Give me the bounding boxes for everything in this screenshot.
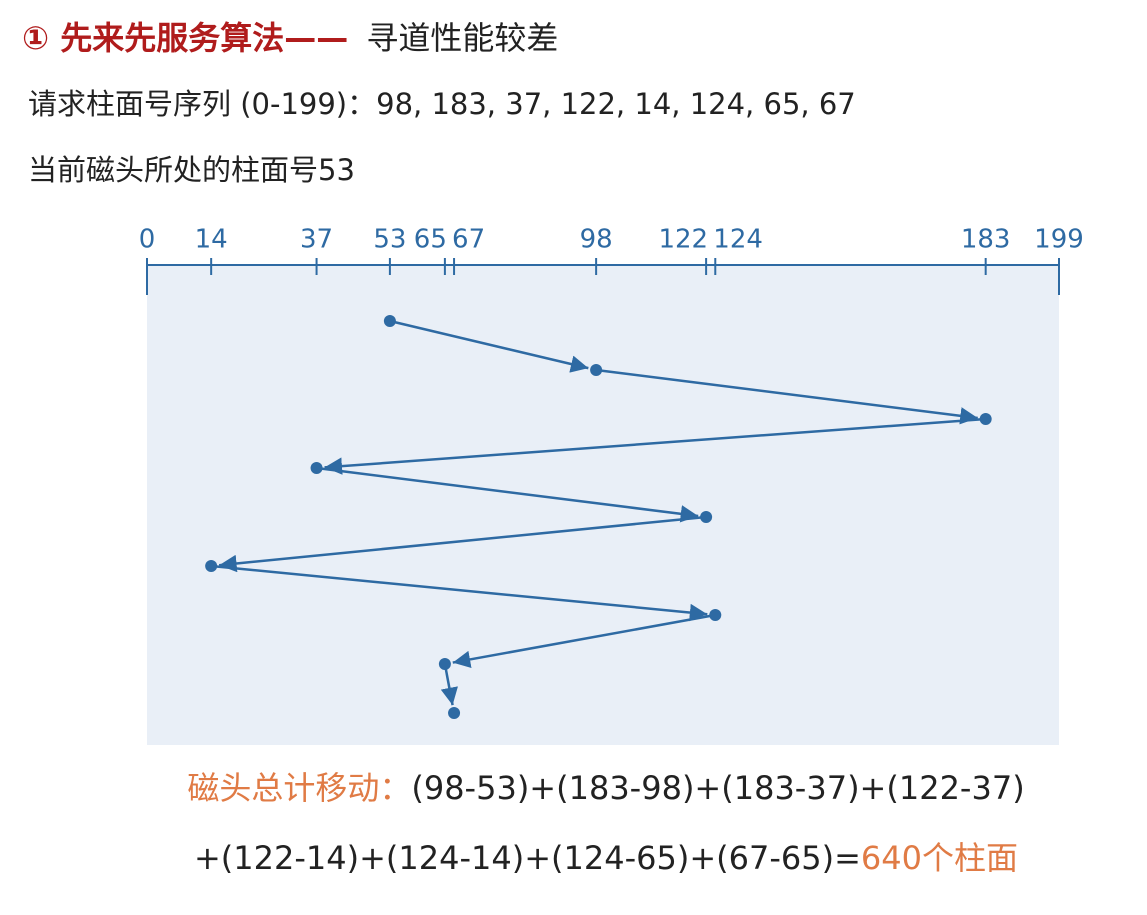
x-tick-label: 65 xyxy=(414,225,447,255)
request-line: 请求柱面号序列 (0-199)：98, 183, 37, 122, 14, 12… xyxy=(28,87,856,121)
total-label: 磁头总计移动： xyxy=(187,769,411,807)
current-line: 当前磁头所处的柱面号53 xyxy=(28,153,355,187)
seek-point xyxy=(205,560,218,572)
seek-segment xyxy=(440,663,458,706)
seek-point xyxy=(310,462,323,474)
x-tick-label: 0 xyxy=(139,225,156,255)
x-tick-label: 67 xyxy=(452,225,485,255)
seek-point xyxy=(383,315,396,327)
formula-line-2: +(122-14)+(124-14)+(124-65)+(67-65)=640个… xyxy=(194,839,1018,877)
seek-point xyxy=(590,364,603,376)
x-tick-label: 124 xyxy=(713,225,763,255)
seek-point xyxy=(448,707,461,719)
formula-1: (98-53)+(183-98)+(183-37)+(122-37) xyxy=(411,769,1024,807)
x-tick-label: 53 xyxy=(373,225,406,255)
seek-segment xyxy=(211,564,708,622)
chart: 0 14 37 53 65 67 98 122 124 183 199 xyxy=(139,225,1084,719)
title-suffix: 寻道性能较差 xyxy=(366,19,558,57)
x-tick-label: 98 xyxy=(580,225,613,255)
seek-point xyxy=(709,609,722,621)
result-unit: 个柱面 xyxy=(922,839,1018,877)
seek-point xyxy=(438,658,451,670)
x-tick-label: 199 xyxy=(1034,225,1084,255)
title-main: ① 先来先服务算法—— xyxy=(22,19,348,57)
seek-segment xyxy=(595,368,978,425)
x-tick-label: 183 xyxy=(961,225,1011,255)
seek-segment xyxy=(324,417,986,475)
seek-point xyxy=(979,413,992,425)
seek-segment xyxy=(316,466,699,523)
x-tick-label: 122 xyxy=(658,225,708,255)
result: 640 xyxy=(861,839,922,877)
x-tick-label: 37 xyxy=(300,225,333,255)
seek-point xyxy=(700,511,713,523)
formula-line-1: 磁头总计移动：(98-53)+(183-98)+(183-37)+(122-37… xyxy=(187,769,1024,807)
seek-segment xyxy=(389,319,589,373)
formula-2: +(122-14)+(124-14)+(124-65)+(67-65)= xyxy=(194,839,861,877)
x-tick-label: 14 xyxy=(195,225,228,255)
title: ① 先来先服务算法—— 寻道性能较差 xyxy=(22,19,558,57)
seek-segment xyxy=(218,515,707,573)
seek-segment xyxy=(452,613,716,669)
